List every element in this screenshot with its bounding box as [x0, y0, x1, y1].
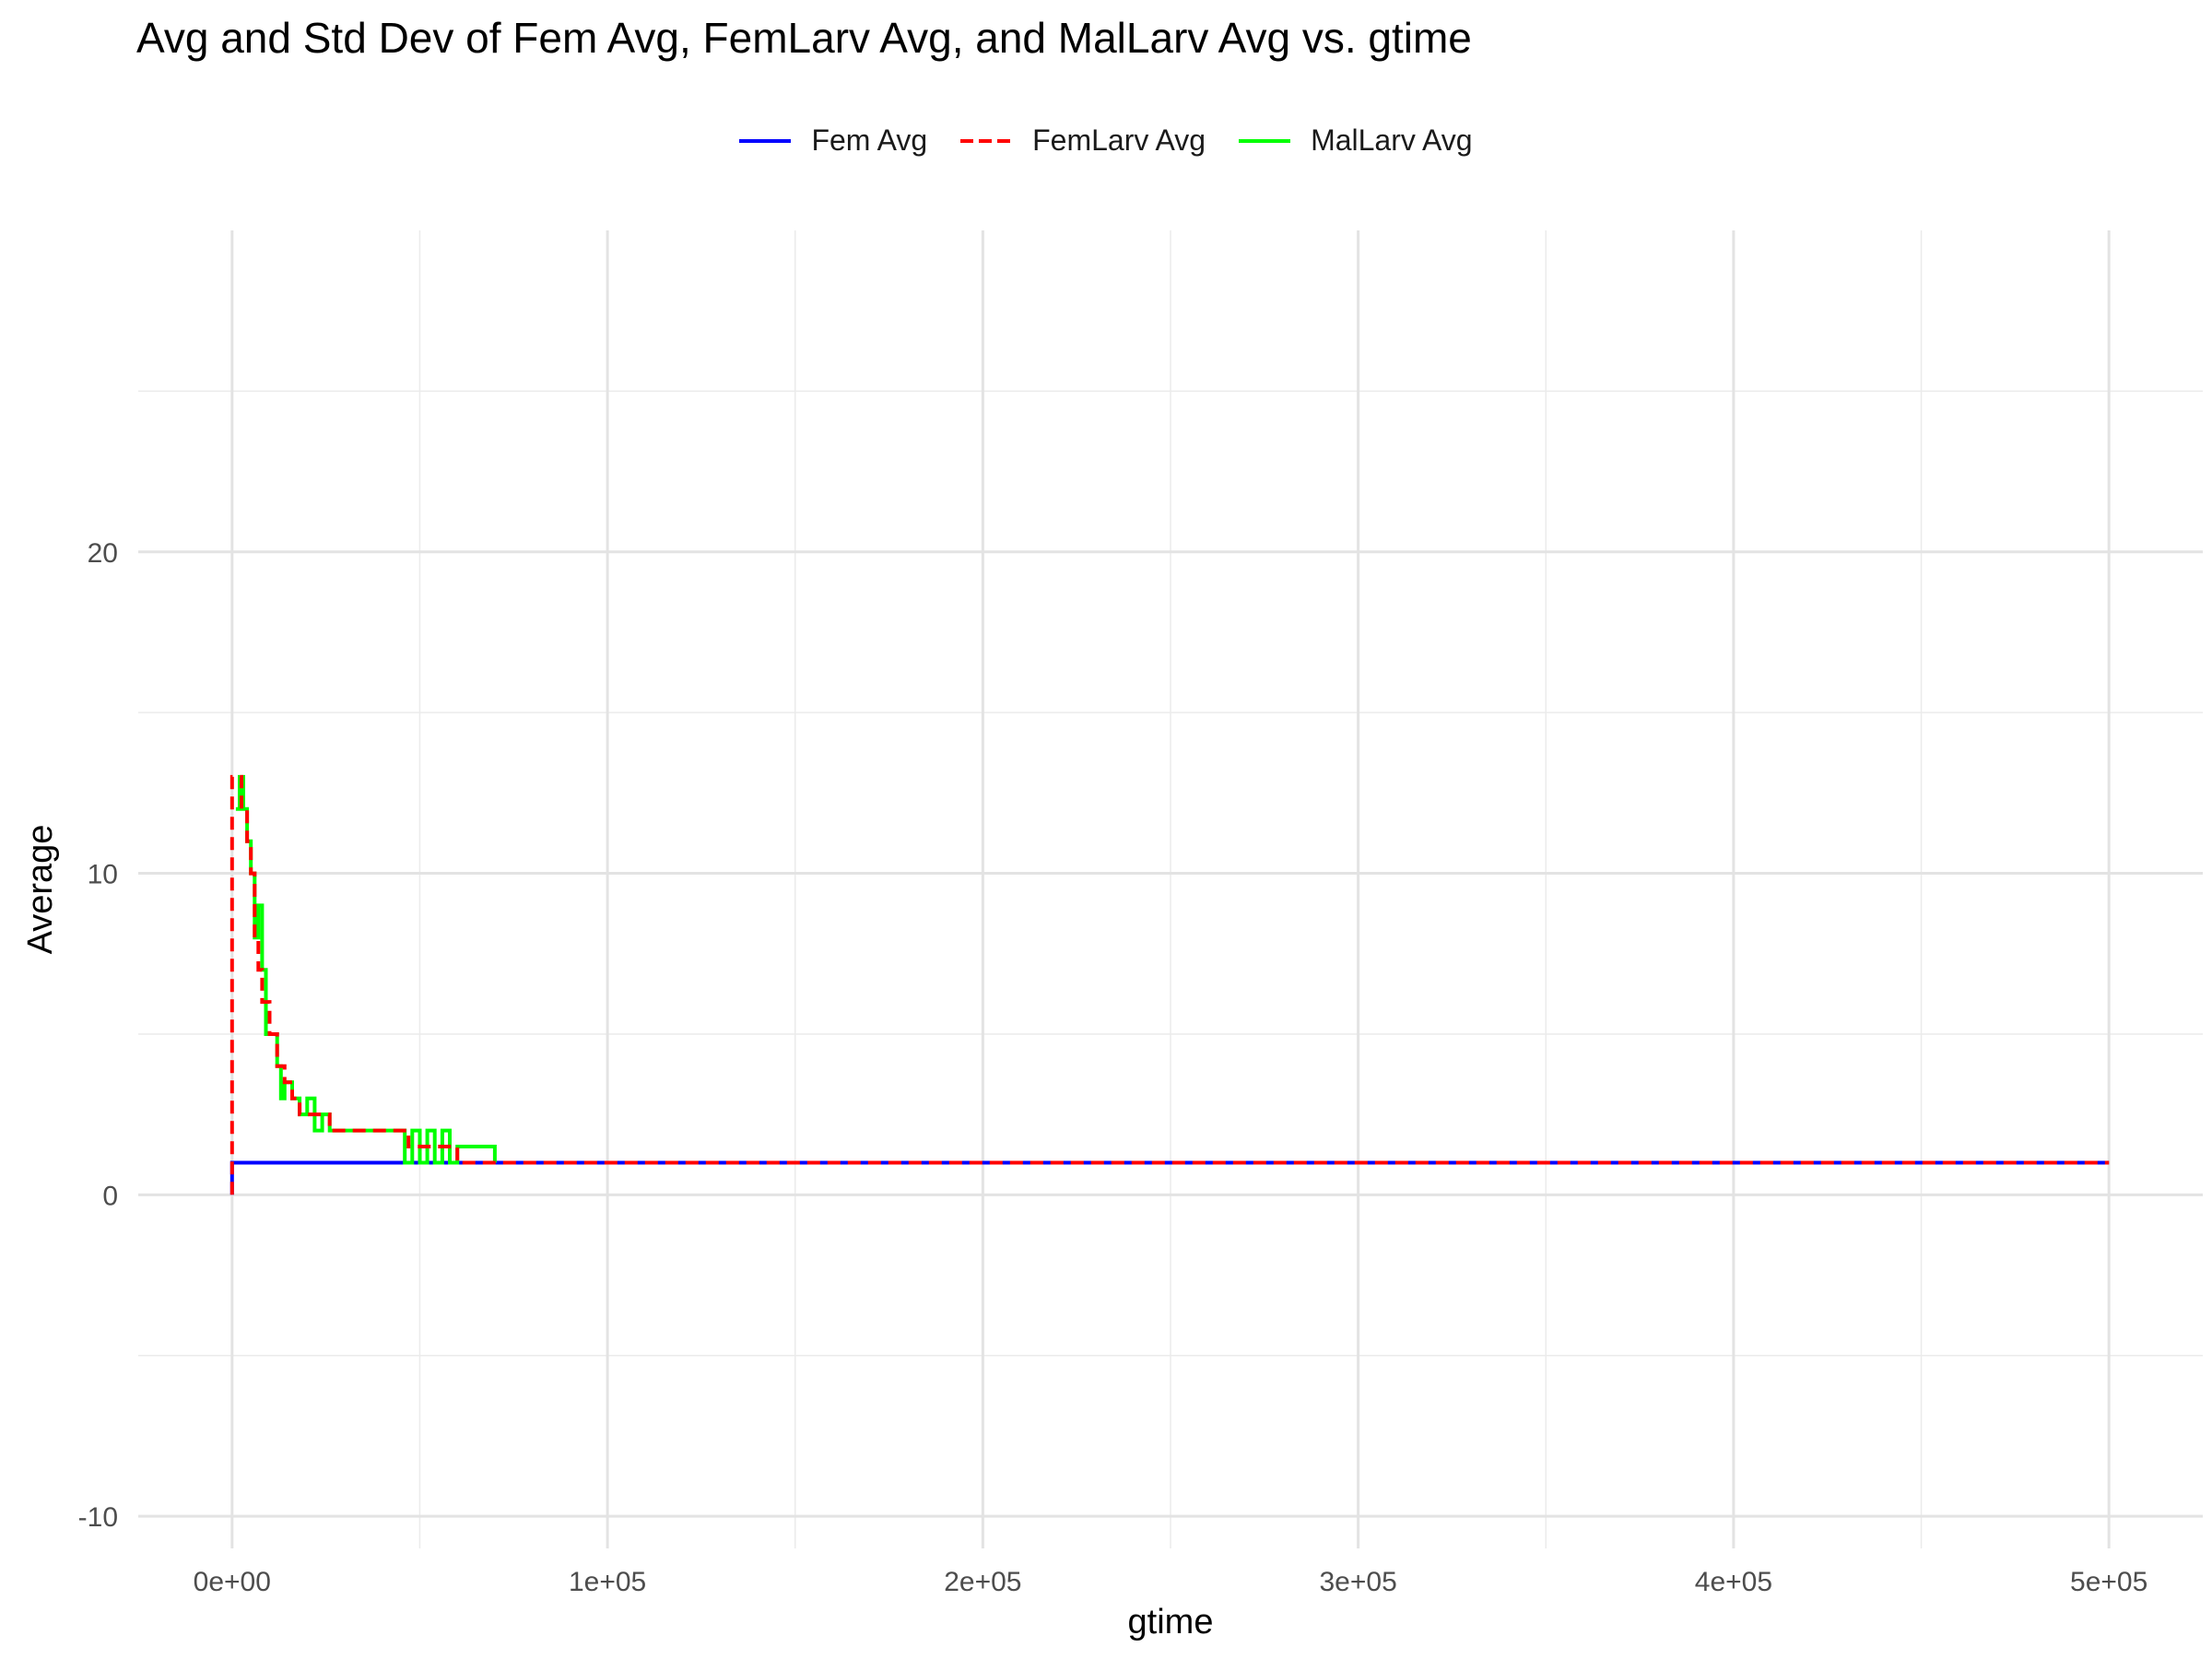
x-tick-label: 2e+05 [944, 1567, 1021, 1597]
x-tick-label: 3e+05 [1320, 1567, 1397, 1597]
legend-item-mallarv-avg: MalLarv Avg [1239, 124, 1473, 158]
series-line-femlarv-avg [229, 774, 2110, 1195]
x-tick-label: 5e+05 [2070, 1567, 2147, 1597]
x-axis-title: gtime [1128, 1603, 1214, 1641]
legend-label-fem-avg: Fem Avg [811, 124, 928, 157]
x-tick-label: 4e+05 [1695, 1567, 1772, 1597]
legend-item-fem-avg: Fem Avg [739, 124, 927, 158]
legend-item-femlarv-avg: FemLarv Avg [960, 124, 1206, 158]
y-tick-label: -10 [78, 1502, 118, 1533]
legend-key-femlarv-avg [960, 138, 1013, 143]
y-axis-title: Average [21, 825, 60, 955]
x-tick-label: 0e+00 [194, 1567, 271, 1597]
y-tick-label: 0 [102, 1181, 118, 1211]
chart-title: Avg and Std Dev of Fem Avg, FemLarv Avg,… [136, 14, 1472, 62]
y-tick-label: 20 [88, 538, 118, 569]
series-line-mallarv-avg [235, 774, 497, 1165]
x-tick-label: 1e+05 [569, 1567, 646, 1597]
legend-label-femlarv-avg: FemLarv Avg [1032, 124, 1206, 157]
y-tick-label: 10 [88, 860, 118, 890]
legend-key-fem-avg [739, 138, 792, 143]
legend-key-mallarv-avg [1239, 138, 1291, 143]
legend-label-mallarv-avg: MalLarv Avg [1311, 124, 1473, 157]
legend: Fem Avg FemLarv Avg MalLarv Avg [0, 124, 2212, 158]
